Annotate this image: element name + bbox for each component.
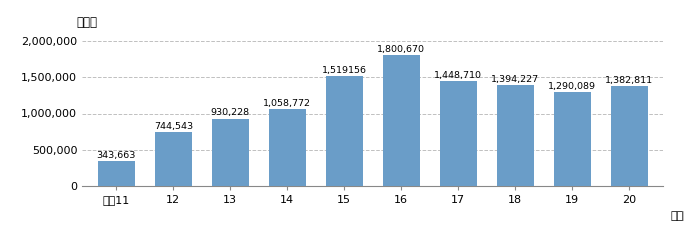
Text: 1,519156: 1,519156 xyxy=(321,66,367,75)
Text: 1,448,710: 1,448,710 xyxy=(434,71,482,80)
Bar xyxy=(98,161,135,186)
Text: 930,228: 930,228 xyxy=(211,109,250,118)
Bar xyxy=(611,86,648,186)
Bar xyxy=(269,109,306,186)
Bar xyxy=(383,55,420,186)
Text: （件）: （件） xyxy=(76,16,97,29)
Text: 1,394,227: 1,394,227 xyxy=(491,75,540,84)
Bar xyxy=(440,81,477,186)
Text: 1,800,670: 1,800,670 xyxy=(378,45,425,54)
Text: 343,663: 343,663 xyxy=(96,151,136,160)
Bar xyxy=(212,118,249,186)
Bar xyxy=(155,132,192,186)
Text: 1,290,089: 1,290,089 xyxy=(549,82,596,91)
Bar xyxy=(326,76,363,186)
Text: （年）: （年） xyxy=(670,211,684,221)
Text: 1,382,811: 1,382,811 xyxy=(605,76,653,85)
Bar xyxy=(554,92,591,186)
Text: 1,058,772: 1,058,772 xyxy=(263,99,311,108)
Text: 744,543: 744,543 xyxy=(154,122,193,131)
Bar xyxy=(497,85,534,186)
